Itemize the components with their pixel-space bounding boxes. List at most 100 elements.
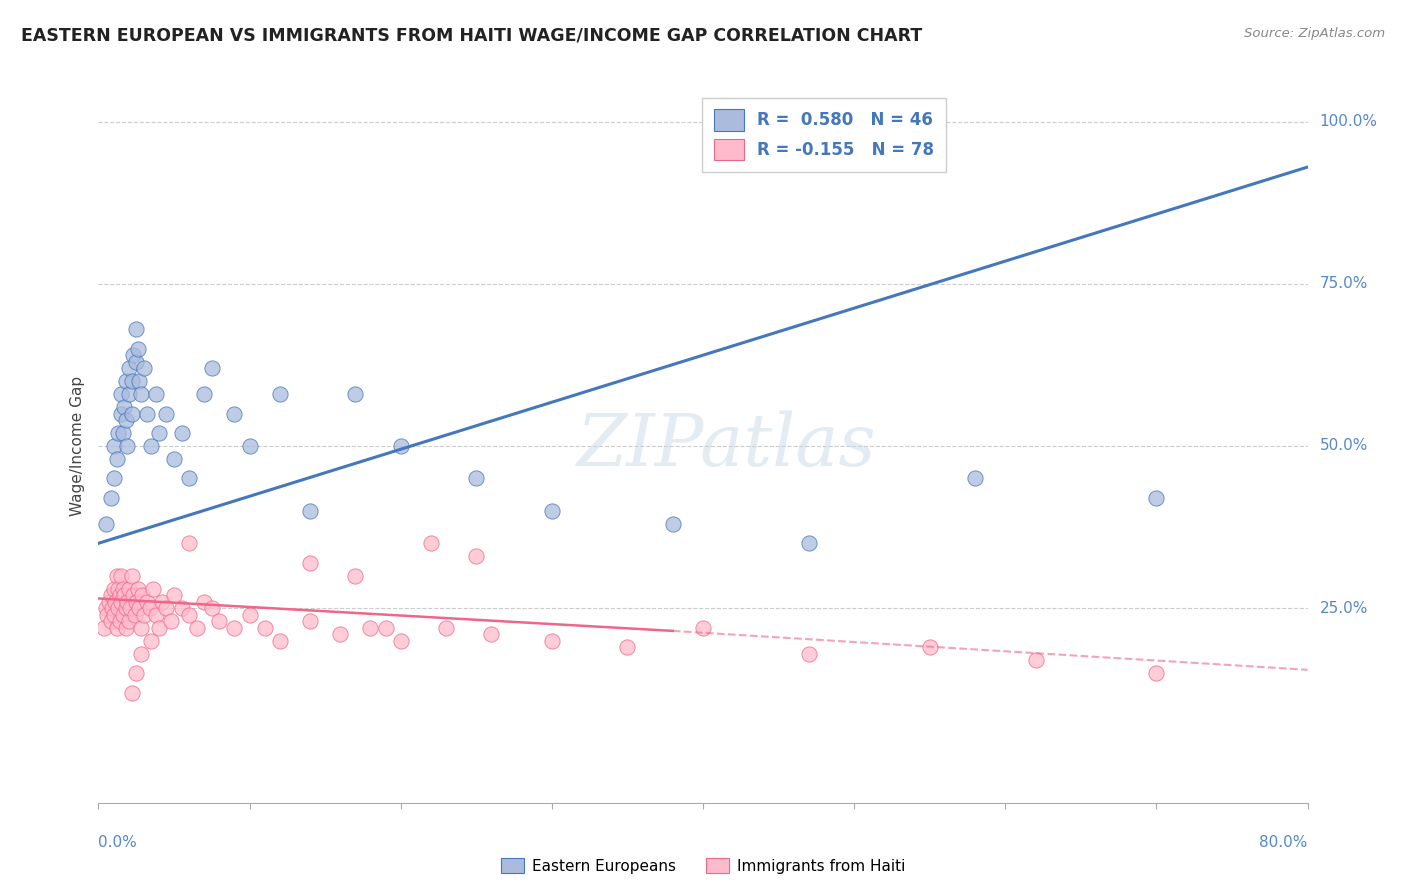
Point [329,627,352,641]
Point [201,361,224,376]
Point [121,685,143,699]
Point [965,471,987,485]
Point [108,588,131,602]
Point [540,504,562,518]
Point [141,633,163,648]
Point [125,354,148,368]
Point [125,322,148,336]
Legend: Eastern Europeans, Immigrants from Haiti: Eastern Europeans, Immigrants from Haiti [495,852,911,880]
Point [224,621,246,635]
Point [344,387,367,401]
Point [135,407,157,421]
Point [142,582,165,596]
Point [299,504,322,518]
Text: EASTERN EUROPEAN VS IMMIGRANTS FROM HAITI WAGE/INCOME GAP CORRELATION CHART: EASTERN EUROPEAN VS IMMIGRANTS FROM HAIT… [21,27,922,45]
Point [112,400,135,414]
Point [129,647,152,661]
Text: ZIPatlas: ZIPatlas [578,410,877,482]
Point [170,601,193,615]
Point [129,621,152,635]
Point [121,568,143,582]
Point [132,607,155,622]
Point [1024,653,1046,667]
Point [139,601,162,615]
Point [389,633,412,648]
Point [193,595,215,609]
Point [114,621,136,635]
Point [122,348,145,362]
Point [155,407,177,421]
Point [121,374,143,388]
Point [114,374,136,388]
Point [661,516,683,531]
Point [110,595,132,609]
Point [120,601,142,615]
Point [122,588,145,602]
Point [127,342,149,356]
Point [118,361,141,376]
Point [94,601,117,615]
Point [110,387,132,401]
Point [201,601,224,615]
Point [170,425,193,440]
Point [111,582,134,596]
Point [299,556,322,570]
Point [103,582,125,596]
Point [465,549,488,564]
Point [239,439,262,453]
Point [918,640,941,654]
Point [105,452,128,467]
Point [269,387,291,401]
Point [124,607,146,622]
Point [1144,491,1167,505]
Text: Source: ZipAtlas.com: Source: ZipAtlas.com [1244,27,1385,40]
Point [125,666,148,681]
Point [299,614,322,628]
Point [118,582,141,596]
Y-axis label: Wage/Income Gap: Wage/Income Gap [69,376,84,516]
Point [465,471,488,485]
Point [389,439,412,453]
Point [105,621,128,635]
Point [177,471,201,485]
Point [107,582,129,596]
Point [434,621,457,635]
Point [112,588,135,602]
Point [177,607,201,622]
Point [94,516,117,531]
Point [540,633,562,648]
Point [374,621,396,635]
Point [481,627,503,641]
Point [111,607,134,622]
Point [118,614,141,628]
Point [163,452,186,467]
Point [111,425,134,440]
Point [107,425,129,440]
Point [114,601,136,615]
Point [118,387,141,401]
Point [100,588,122,602]
Point [344,568,367,582]
Point [148,621,170,635]
Point [100,614,122,628]
Point [103,607,125,622]
Point [253,621,276,635]
Point [616,640,638,654]
Text: 75.0%: 75.0% [1320,277,1368,292]
Legend: R =  0.580   N = 46, R = -0.155   N = 78: R = 0.580 N = 46, R = -0.155 N = 78 [702,97,946,172]
Point [100,491,122,505]
Point [360,621,382,635]
Point [208,614,231,628]
Point [98,595,121,609]
Point [163,588,186,602]
Point [150,595,173,609]
Point [135,595,157,609]
Point [269,633,291,648]
Point [115,439,138,453]
Point [692,621,714,635]
Point [1144,666,1167,681]
Point [145,607,167,622]
Point [141,439,163,453]
Text: 50.0%: 50.0% [1320,439,1368,453]
Point [103,471,125,485]
